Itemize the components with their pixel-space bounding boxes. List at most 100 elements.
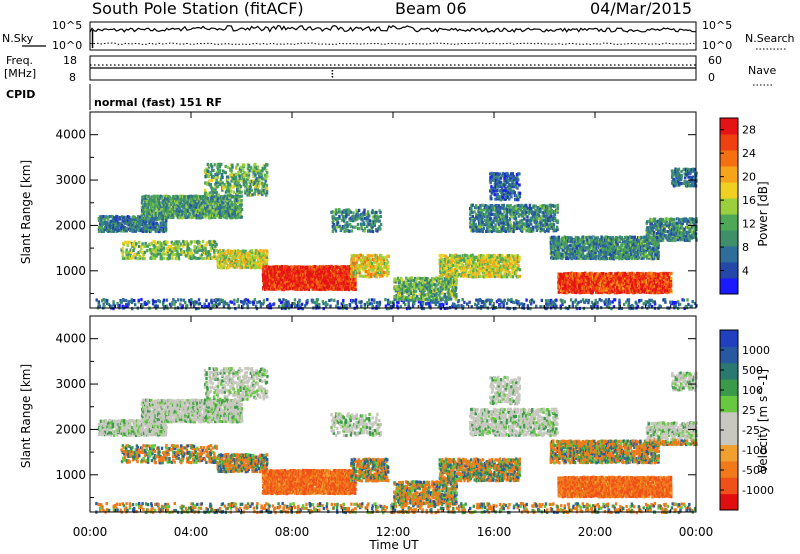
power-cell xyxy=(219,181,222,185)
power-cell xyxy=(226,301,229,306)
power-cell xyxy=(432,280,435,284)
power-cell xyxy=(472,272,475,276)
power-cell xyxy=(487,219,490,223)
power-cell xyxy=(508,219,511,223)
power-cell xyxy=(235,255,239,260)
power-cell xyxy=(204,191,208,195)
power-cell xyxy=(343,304,346,308)
power-cell xyxy=(401,278,404,282)
power-cell xyxy=(222,169,225,173)
power-cell xyxy=(266,171,269,175)
power-cell xyxy=(226,213,229,217)
power-cell xyxy=(121,304,124,308)
power-cell xyxy=(170,215,174,219)
power-cell xyxy=(693,301,697,306)
power-cell xyxy=(215,242,218,247)
power-cell xyxy=(242,175,246,179)
power-cell xyxy=(263,182,267,186)
power-cell xyxy=(488,224,491,229)
power-cell xyxy=(233,265,237,269)
power-cell xyxy=(594,298,597,302)
power-cell xyxy=(145,302,149,306)
power-cell xyxy=(162,304,166,309)
power-cell xyxy=(383,264,386,269)
power-cell xyxy=(454,253,457,257)
power-cell xyxy=(488,268,491,272)
power-cell xyxy=(333,267,336,271)
power-cell xyxy=(186,304,189,308)
power-cell xyxy=(518,258,521,262)
power-cell xyxy=(395,285,398,289)
power-cell xyxy=(377,256,381,260)
power-cell xyxy=(133,299,136,303)
power-cell xyxy=(109,304,112,308)
power-cell xyxy=(248,189,252,193)
power-cell xyxy=(488,221,491,225)
power-cell xyxy=(455,293,458,297)
power-cell xyxy=(213,248,216,252)
power-cell xyxy=(246,185,250,189)
power-cell xyxy=(235,196,239,200)
power-cell xyxy=(243,255,247,259)
power-cell xyxy=(277,277,281,281)
power-cell xyxy=(472,268,475,273)
power-cell xyxy=(399,291,402,295)
power-cell xyxy=(185,206,188,211)
power-cell xyxy=(146,244,150,248)
power-cell xyxy=(650,298,653,302)
power-cell xyxy=(246,167,250,171)
power-cell xyxy=(130,298,133,302)
power-cell xyxy=(290,279,293,283)
power-cell xyxy=(369,302,372,306)
power-cell xyxy=(238,263,241,267)
power-cell xyxy=(482,262,486,266)
power-cell xyxy=(500,205,503,210)
power-cell xyxy=(422,307,425,311)
power-cell xyxy=(375,275,378,279)
power-cell xyxy=(485,214,488,218)
power-cell xyxy=(284,265,288,269)
power-cell xyxy=(449,253,452,257)
date-title: 04/Mar/2015 xyxy=(590,0,692,18)
power-cell xyxy=(180,209,184,213)
power-cell xyxy=(167,197,170,201)
power-cell xyxy=(498,225,501,229)
power-cell xyxy=(245,179,248,183)
power-cell xyxy=(212,168,215,173)
power-cell xyxy=(209,209,212,213)
power-cell xyxy=(141,305,144,309)
power-cell xyxy=(452,268,456,272)
power-cell xyxy=(511,275,515,279)
power-cell xyxy=(106,301,109,306)
power-cell xyxy=(493,229,496,233)
power-cell xyxy=(271,284,274,289)
power-cell xyxy=(485,210,488,214)
power-cell xyxy=(255,177,258,181)
power-cell xyxy=(137,228,140,233)
power-cell xyxy=(450,293,453,297)
power-cell xyxy=(122,225,125,229)
power-cell xyxy=(354,278,357,282)
power-cell xyxy=(300,302,304,306)
power-cell xyxy=(178,207,182,211)
power-cell xyxy=(235,211,239,215)
power-cell xyxy=(363,262,367,266)
power-cell xyxy=(152,209,155,213)
power-cell xyxy=(234,209,238,213)
power-cell xyxy=(467,274,471,278)
power-cell xyxy=(162,300,165,304)
noise-tick-high-right: 10^5 xyxy=(702,19,732,32)
power-cell xyxy=(258,177,261,181)
power-cell xyxy=(231,177,234,181)
power-cell xyxy=(508,307,511,311)
power-cell xyxy=(173,195,177,199)
power-cell xyxy=(587,298,591,302)
power-cell xyxy=(450,263,453,268)
power-cell xyxy=(286,269,289,273)
power-cell xyxy=(497,263,501,267)
power-cell xyxy=(227,193,230,197)
power-cell xyxy=(505,301,509,306)
power-cell xyxy=(112,307,115,311)
power-cell xyxy=(299,285,302,290)
power-cell xyxy=(192,198,196,202)
